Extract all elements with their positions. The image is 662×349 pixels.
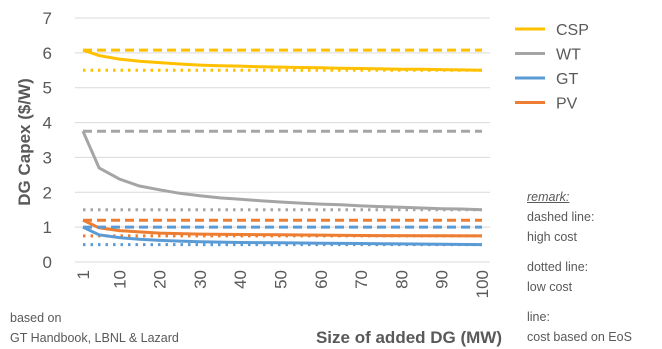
remark-title: remark: [527, 187, 632, 207]
x-tick-label: 100 [473, 270, 492, 298]
y-tick-label: 5 [43, 79, 52, 98]
series-gt-solid [82, 225, 483, 247]
y-tick-label: 7 [43, 9, 52, 28]
y-tick-label: 4 [43, 114, 52, 133]
legend: CSP WT GT PV [515, 22, 589, 113]
x-axis-title: Size of added DG (MW) [316, 328, 502, 347]
dotted-line-meaning: low cost [527, 280, 573, 294]
x-tick-label: 1 [74, 270, 93, 279]
remark-block: remark: dashed line: high cost dotted li… [527, 187, 632, 347]
series-wt-solid [81, 130, 483, 212]
y-tick-label: 1 [43, 218, 52, 237]
x-tick-label: 60 [312, 270, 331, 289]
y-tick-label: 3 [43, 148, 52, 167]
legend-label-pv: PV [556, 96, 578, 113]
source-line-2: GT Handbook, LBNL & Lazard [10, 331, 179, 345]
dashed-line-meaning: high cost [527, 230, 578, 244]
x-tick-label: 70 [352, 270, 371, 289]
dashed-line-label: dashed line: [527, 210, 595, 224]
y-tick-label: 2 [43, 183, 52, 202]
gridlines [75, 17, 490, 263]
y-tick-label: 0 [43, 253, 52, 272]
remark-title-text: remark: [527, 190, 570, 204]
x-tick-label: 80 [392, 270, 411, 289]
x-tick-label: 90 [433, 270, 452, 289]
source-note: based on GT Handbook, LBNL & Lazard [10, 308, 179, 348]
source-line-1: based on [10, 311, 62, 325]
x-tick-label: 50 [271, 270, 290, 289]
x-tick-label: 40 [231, 270, 250, 289]
y-tick-label: 6 [43, 44, 52, 63]
x-tick-label: 30 [191, 270, 210, 289]
legend-label-csp: CSP [556, 22, 589, 39]
y-tick-labels: 0 1 2 3 4 5 6 7 [43, 9, 52, 272]
y-axis-title: DG Capex ($/W) [15, 78, 34, 206]
legend-label-wt: WT [556, 47, 581, 64]
solid-line-label: line: [527, 310, 550, 324]
x-tick-label: 20 [151, 270, 170, 289]
series-csp-solid [82, 48, 483, 72]
solid-line-meaning: cost based on EoS [527, 330, 632, 344]
x-tick-labels: 1 10 20 30 40 50 60 70 80 90 100 [74, 270, 492, 298]
dotted-line-label: dotted line: [527, 260, 589, 274]
x-tick-label: 10 [110, 270, 129, 289]
legend-label-gt: GT [556, 71, 578, 88]
series-lines [81, 48, 483, 247]
